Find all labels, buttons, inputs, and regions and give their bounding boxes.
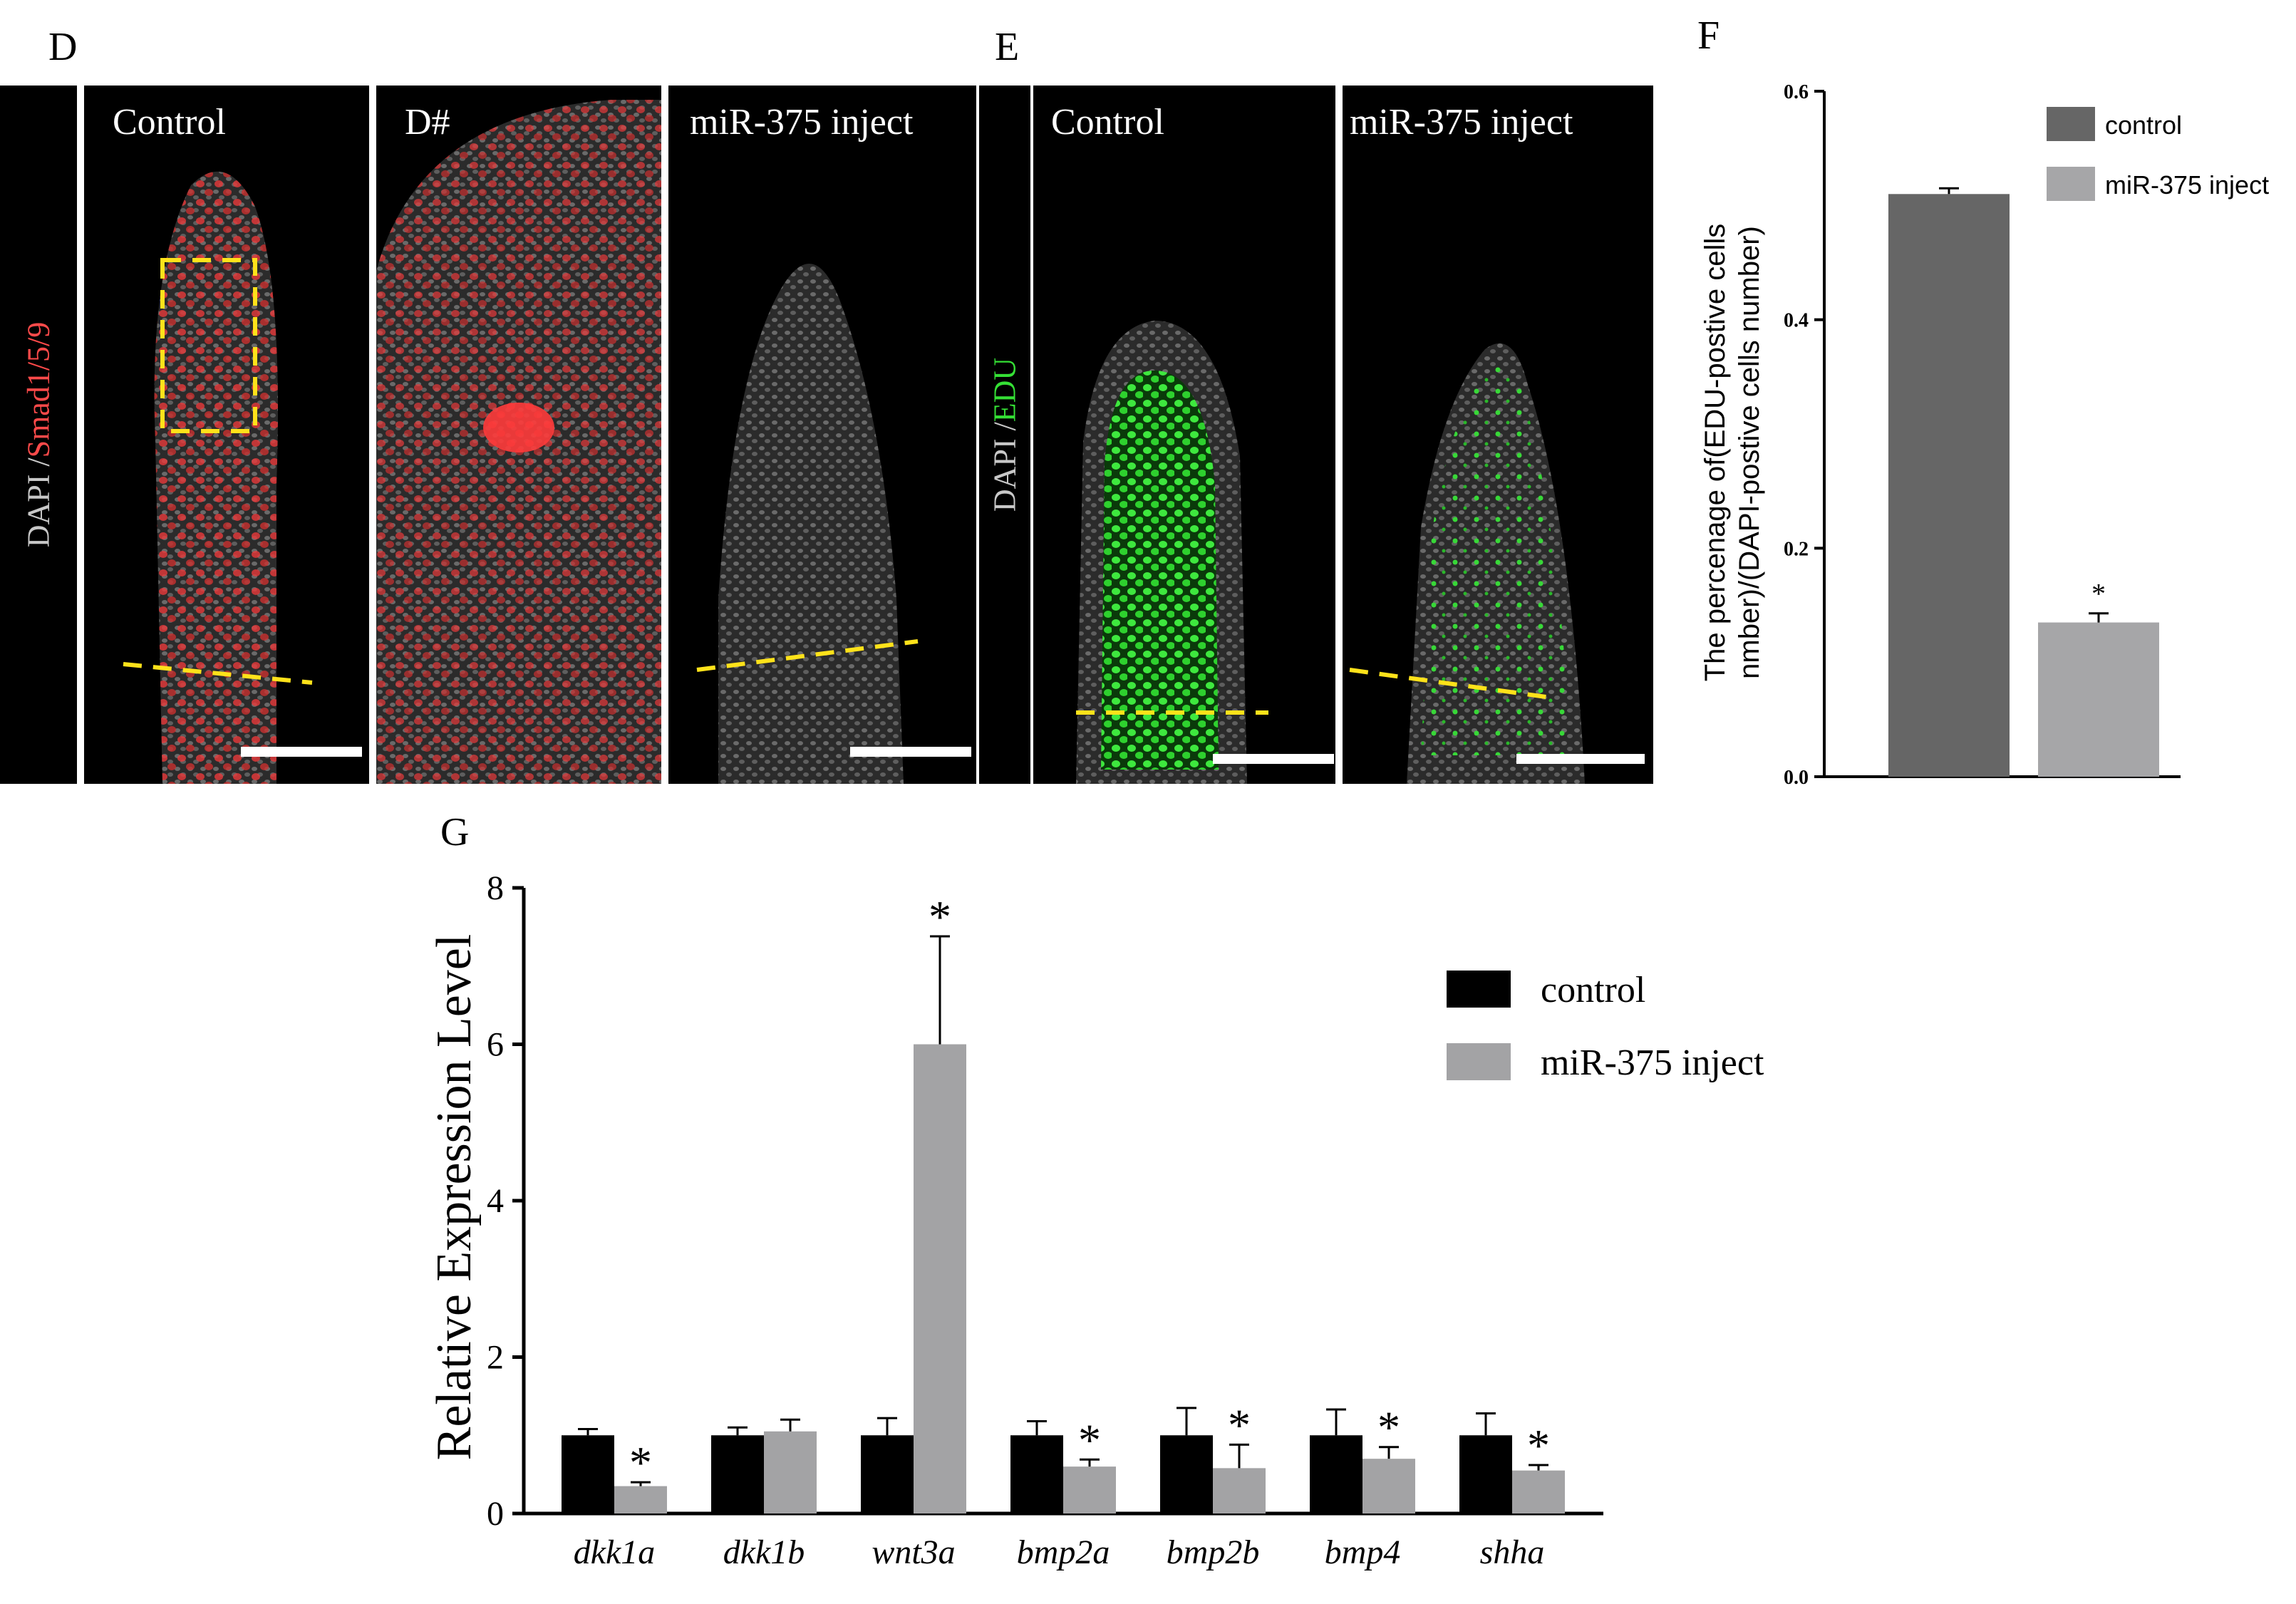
amputation-plane-line bbox=[123, 662, 313, 685]
g-bar bbox=[764, 1431, 817, 1514]
g-legend-swatch bbox=[1447, 1043, 1511, 1080]
g-bar bbox=[1512, 1470, 1565, 1514]
g-category-label: shha bbox=[1480, 1533, 1545, 1571]
g-category-label: dkk1a bbox=[574, 1533, 656, 1571]
panel-letter-g: G bbox=[440, 810, 470, 854]
g-y-tick-label: 8 bbox=[487, 869, 504, 907]
g-category-label: bmp4 bbox=[1325, 1533, 1401, 1571]
f-legend-label: miR-375 inject bbox=[2105, 170, 2269, 200]
edu-label: EDU bbox=[987, 357, 1023, 423]
g-bar bbox=[614, 1486, 667, 1514]
g-legend-label: miR-375 inject bbox=[1541, 1042, 1764, 1083]
f-y-tick-label: 0.2 bbox=[1784, 538, 1809, 560]
micrograph-d-mir375: miR-375 inject bbox=[668, 86, 976, 784]
panel-e-channel-label-bar: DAPI /EDU bbox=[979, 86, 1030, 784]
micrograph-e-control: Control bbox=[1033, 86, 1335, 784]
g-category-label: wnt3a bbox=[872, 1533, 955, 1571]
tissue-illustration bbox=[123, 171, 313, 784]
g-category-label: dkk1b bbox=[723, 1533, 805, 1571]
g-significance-star: * bbox=[1078, 1414, 1101, 1465]
g-ylabel: Relative Expression Level bbox=[427, 934, 482, 1461]
tissue-illustration bbox=[1076, 321, 1268, 784]
g-significance-star: * bbox=[1228, 1399, 1251, 1450]
g-bar bbox=[1310, 1435, 1362, 1514]
g-y-tick-label: 4 bbox=[487, 1182, 504, 1220]
scale-bar bbox=[850, 747, 971, 757]
amputation-plane-line bbox=[1349, 668, 1557, 700]
panel-letter-d: D bbox=[48, 25, 78, 69]
g-plot-area: 0 2 4 6 8 * dkk1a dkk1b * wnt3a * bmp2a * bmp2b * bmp4 *… bbox=[487, 869, 1764, 1571]
chart-f: The percenage of(EDU-postive cells nmber… bbox=[1700, 81, 2269, 789]
g-bar bbox=[711, 1435, 764, 1514]
g-bar bbox=[562, 1435, 614, 1514]
g-bar bbox=[1160, 1435, 1213, 1514]
f-legend-swatch bbox=[2047, 107, 2095, 141]
micrograph-e-mir375: miR-375 inject bbox=[1343, 86, 1653, 784]
scale-bar bbox=[1516, 754, 1645, 764]
panel-letter-f: F bbox=[1697, 14, 1720, 58]
f-ylabel-line1: The percenage of(EDU-postive cells bbox=[1700, 224, 1731, 682]
g-y-tick-label: 6 bbox=[487, 1026, 504, 1064]
g-significance-star: * bbox=[629, 1437, 652, 1488]
image-caption: miR-375 inject bbox=[690, 102, 914, 143]
g-bar bbox=[1362, 1459, 1415, 1514]
tissue-illustration bbox=[376, 100, 661, 784]
dapi-label: DAPI / bbox=[987, 422, 1023, 512]
micrograph-d-control: Control bbox=[84, 86, 369, 784]
g-category-label: bmp2a bbox=[1017, 1533, 1110, 1571]
f-bar bbox=[1888, 194, 2010, 777]
g-y-tick-label: 0 bbox=[487, 1495, 504, 1533]
g-bar bbox=[1063, 1466, 1116, 1514]
panel-letter-e: E bbox=[995, 25, 1020, 69]
f-legend-swatch bbox=[2047, 167, 2095, 201]
f-bar bbox=[2038, 622, 2159, 777]
g-significance-star: * bbox=[929, 891, 951, 942]
micrograph-d-zoom: D# bbox=[376, 86, 661, 784]
g-legend-label: control bbox=[1541, 970, 1645, 1010]
g-legend-swatch bbox=[1447, 971, 1511, 1008]
chart-g: Relative Expression Level 0 2 4 6 8 * dkk1a dkk… bbox=[427, 869, 1764, 1571]
panel-d-channel-label-bar: DAPI /Smad1/5/9 bbox=[0, 86, 77, 784]
scale-bar bbox=[241, 747, 362, 757]
tissue-illustration bbox=[696, 264, 919, 784]
f-ylabel-line2: nmber)/(DAPI-postive cells number) bbox=[1734, 226, 1765, 679]
g-category-label: bmp2b bbox=[1167, 1533, 1260, 1571]
g-bar bbox=[861, 1435, 914, 1514]
f-plot-area: 0.0 0.2 0.4 0.6 * control miR-375 inject bbox=[1784, 81, 2269, 789]
scale-bar bbox=[1213, 754, 1334, 764]
g-significance-star: * bbox=[1527, 1420, 1550, 1471]
f-legend-label: control bbox=[2105, 110, 2182, 140]
image-caption: Control bbox=[1051, 102, 1164, 143]
g-bar bbox=[1213, 1468, 1266, 1514]
g-significance-star: * bbox=[1377, 1402, 1400, 1453]
image-caption: Control bbox=[113, 102, 226, 143]
g-bar bbox=[1459, 1435, 1512, 1514]
f-significance-star: * bbox=[2091, 578, 2106, 610]
image-caption: miR-375 inject bbox=[1350, 102, 1573, 143]
amputation-plane-line bbox=[696, 639, 919, 672]
g-bar bbox=[914, 1044, 966, 1514]
tissue-illustration bbox=[1349, 343, 1585, 784]
f-y-tick-label: 0.4 bbox=[1784, 310, 1809, 332]
zoom-region-box bbox=[160, 258, 257, 433]
panel-e-channel-label: DAPI /EDU bbox=[987, 358, 1023, 512]
smad-label: Smad1/5/9 bbox=[21, 321, 56, 458]
f-y-tick-label: 0.0 bbox=[1784, 767, 1809, 789]
g-y-tick-label: 2 bbox=[487, 1339, 504, 1377]
image-caption: D# bbox=[405, 102, 450, 143]
g-bar bbox=[1010, 1435, 1063, 1514]
panel-d-channel-label: DAPI /Smad1/5/9 bbox=[21, 322, 57, 548]
dapi-label: DAPI / bbox=[21, 457, 56, 548]
f-y-tick-label: 0.6 bbox=[1784, 81, 1809, 103]
